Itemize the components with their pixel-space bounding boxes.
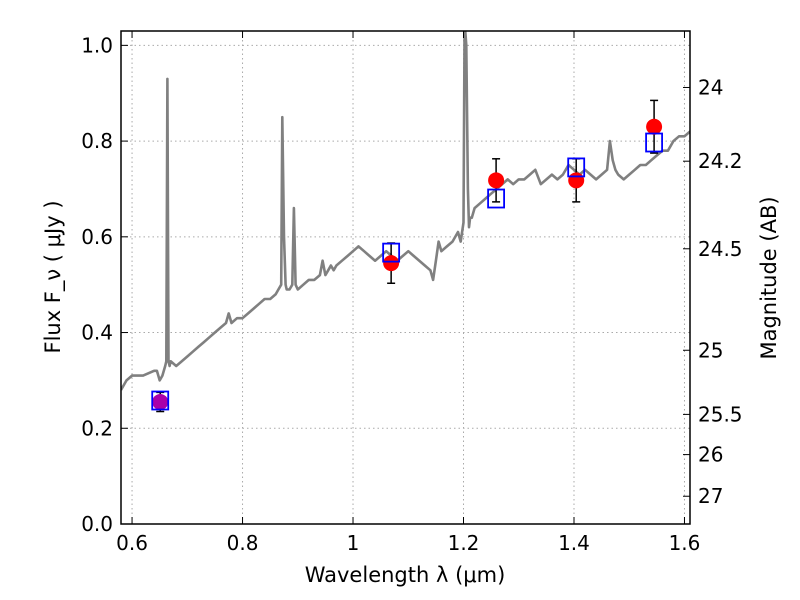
y-tick-label: 0.4 [81,321,113,345]
y-axis-label: Flux F_ν ( μJy ) [41,200,66,353]
x-tick-label: 0.6 [116,531,148,555]
observed-point [646,118,663,135]
y2-tick-label: 25.5 [698,402,743,426]
y-tick-label: 0.6 [81,225,113,249]
y2-tick-labels: 24 24.2 24.5 25 25.5 26 27 [698,75,743,508]
observed-point [152,393,169,410]
model-box [487,188,505,209]
x-tick-label: 1.2 [448,531,480,555]
y-tick-label: 0.8 [81,129,113,153]
observed-point [568,172,585,189]
y2-tick-label: 26 [698,443,723,467]
y-tick-label: 1.0 [81,33,113,57]
model-box [567,157,586,178]
x-tick-labels: 0.6 0.8 1 1.2 1.4 1.6 [116,531,700,555]
x-tick-label: 1.4 [558,531,590,555]
photometry-layer [151,99,663,413]
tick-marks [121,31,690,525]
y-tick-label: 0.2 [81,416,113,440]
y2-tick-label: 24.2 [698,149,743,173]
y2-tick-label: 25 [698,338,723,362]
spectrum-line [121,31,690,391]
y2-tick-label: 24 [698,75,723,99]
y2-axis-label: Magnitude (AB) [757,196,781,359]
x-axis-label: Wavelength λ (μm) [305,563,506,587]
x-tick-label: 1 [347,531,360,555]
x-tick-label: 1.6 [669,531,701,555]
y-tick-label: 0.0 [81,512,113,536]
grid-lines [121,31,690,525]
observed-point [383,255,400,272]
observed-point [488,172,505,189]
y2-tick-label: 24.5 [698,237,743,261]
y2-tick-label: 27 [698,484,723,508]
spectrum-layer [121,31,690,391]
y-tick-labels: 0.0 0.2 0.4 0.6 0.8 1.0 [81,33,113,536]
x-tick-label: 0.8 [227,531,259,555]
plot-frame [120,30,691,525]
model-box [645,132,663,153]
model-box [382,242,401,263]
model-box [151,390,170,411]
